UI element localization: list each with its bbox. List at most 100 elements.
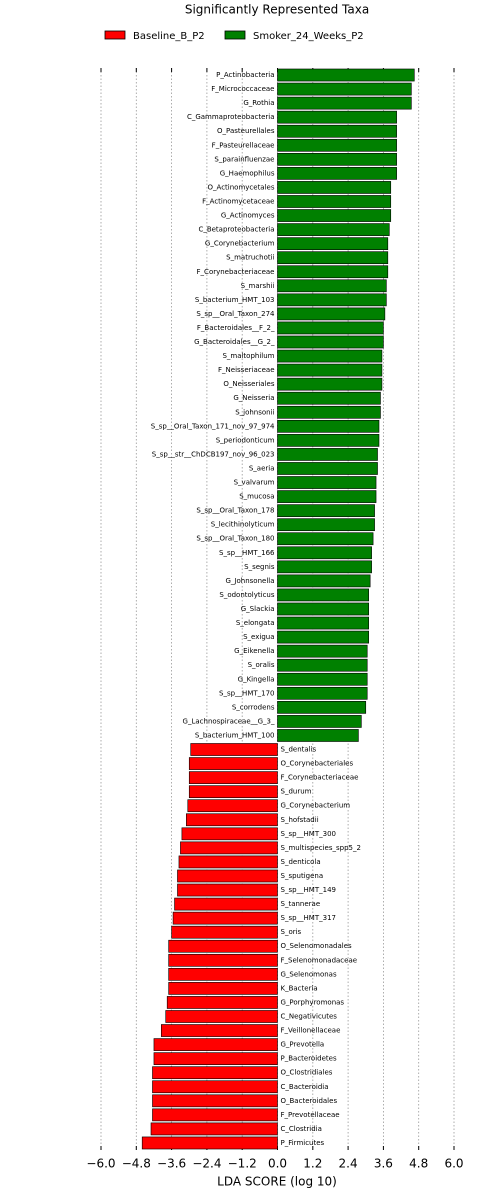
category-label: O_Selenomonadales (281, 942, 353, 950)
category-label: F_Actinomycetaceae (202, 197, 274, 205)
category-label: C_Negativicutes (281, 1013, 338, 1021)
category-label: S_mucosa (239, 493, 274, 501)
legend-swatch (104, 30, 126, 40)
category-label: C_Gammaproteobacteria (187, 113, 275, 121)
bar (277, 138, 397, 152)
category-label: S_oris (281, 928, 302, 936)
legend-label: Baseline_B_P2 (133, 31, 205, 42)
category-label: F_Veillonellaceae (281, 1027, 341, 1035)
legend-label: Smoker_24_Weeks_P2 (253, 31, 364, 42)
category-label: S_multispecies_spp5_2 (281, 844, 361, 852)
x-tick-label: −1.2 (228, 1157, 257, 1171)
category-label: S_sp__HMT_149 (281, 886, 336, 894)
category-label: F_Neisseriaceae (218, 366, 274, 374)
bar (277, 82, 412, 96)
bar (277, 546, 372, 560)
category-label: O_Clostridiales (281, 1069, 333, 1077)
x-tick-label: 6.0 (444, 1157, 463, 1171)
bar (277, 434, 380, 447)
category-label: S_sp__HMT_170 (219, 689, 274, 697)
category-label: G_Kingella (238, 675, 275, 683)
category-label: K_Bacteria (281, 984, 318, 992)
x-tick-label: −3.6 (157, 1157, 186, 1171)
bar (277, 448, 378, 461)
bar (277, 419, 380, 433)
category-label: S_bacterium_HMT_100 (195, 731, 275, 739)
bar (152, 1080, 278, 1094)
category-label: S_exigua (243, 633, 274, 641)
bar (152, 1066, 278, 1080)
bar (277, 181, 392, 194)
category-label: S_hofstadii (281, 816, 319, 824)
bar (187, 799, 278, 813)
bar (277, 405, 381, 419)
category-label: C_Betaproteobacteria (198, 226, 274, 234)
category-label: S_marshii (241, 282, 275, 290)
category-label: G_Bacteroidales__G_2_ (194, 338, 275, 346)
category-label: S_sp__str__ChDCB197_nov_96_023 (152, 450, 275, 458)
bar (277, 223, 390, 236)
category-label: S_denticola (281, 858, 321, 866)
bar (277, 630, 369, 644)
bar (153, 1052, 278, 1066)
chart-title: Significantly Represented Taxa (185, 3, 369, 17)
category-label: S_matruchotii (226, 254, 274, 262)
bar (277, 195, 392, 208)
category-label: S_sp__Oral_Taxon_178 (196, 507, 274, 515)
x-tick-label: 0.0 (268, 1157, 287, 1171)
category-label: G_Haemophilus (220, 169, 275, 177)
bar (181, 827, 278, 841)
bar (277, 574, 371, 588)
category-label: G_Corynebacterium (205, 240, 275, 248)
bar (277, 462, 378, 475)
x-tick-label: −2.4 (192, 1157, 221, 1171)
x-axis-label: LDA SCORE (log 10) (217, 1175, 337, 1189)
bar (174, 897, 278, 911)
category-label: F_Prevotellaceae (281, 1111, 340, 1119)
bar (153, 1038, 278, 1051)
bar (277, 476, 377, 489)
bar (277, 110, 397, 124)
x-tick-label: 3.6 (374, 1157, 393, 1171)
bar (277, 616, 369, 630)
category-label: S_periodonticum (216, 436, 275, 444)
category-label: G_Lachnospiraceae__G_3_ (183, 717, 275, 725)
bar (277, 335, 384, 349)
bar (277, 588, 369, 602)
category-label: F_Corynebacteriaceae (197, 268, 275, 276)
category-label: G_Rothia (243, 99, 274, 107)
bar (277, 152, 397, 166)
x-tick-label: 4.8 (409, 1157, 428, 1171)
bar (277, 729, 359, 742)
bar (186, 813, 278, 827)
bar (277, 672, 368, 686)
bar (277, 560, 372, 574)
category-label: G_Eikenella (234, 647, 274, 655)
bar (152, 1108, 278, 1122)
category-label: S_johnsonii (235, 408, 274, 416)
category-label: P_Firmicutes (281, 1139, 325, 1147)
bar (277, 686, 368, 700)
bar (161, 1024, 278, 1037)
category-label: O_Bacteroidales (281, 1097, 338, 1105)
bar (277, 293, 387, 307)
x-tick-label: 1.2 (303, 1157, 322, 1171)
bar (277, 321, 384, 335)
category-label: G_Prevotella (281, 1041, 325, 1049)
bar (277, 504, 375, 517)
category-label: G_Porphyromonas (281, 998, 345, 1006)
category-label: S_lecithinolyticum (211, 521, 275, 529)
category-label: G_Selenomonas (281, 970, 337, 978)
bar (277, 363, 383, 377)
bar (277, 701, 367, 714)
bar (277, 307, 386, 321)
bar (178, 855, 278, 869)
legend-swatch (224, 30, 246, 40)
bar (190, 743, 278, 756)
category-label: S_odontolyticus (219, 591, 274, 599)
bar (188, 785, 278, 799)
bar (277, 532, 374, 546)
category-label: S_aeria (249, 464, 275, 472)
category-label: C_Bacteroidia (281, 1083, 329, 1091)
category-label: S_durum (281, 788, 312, 796)
